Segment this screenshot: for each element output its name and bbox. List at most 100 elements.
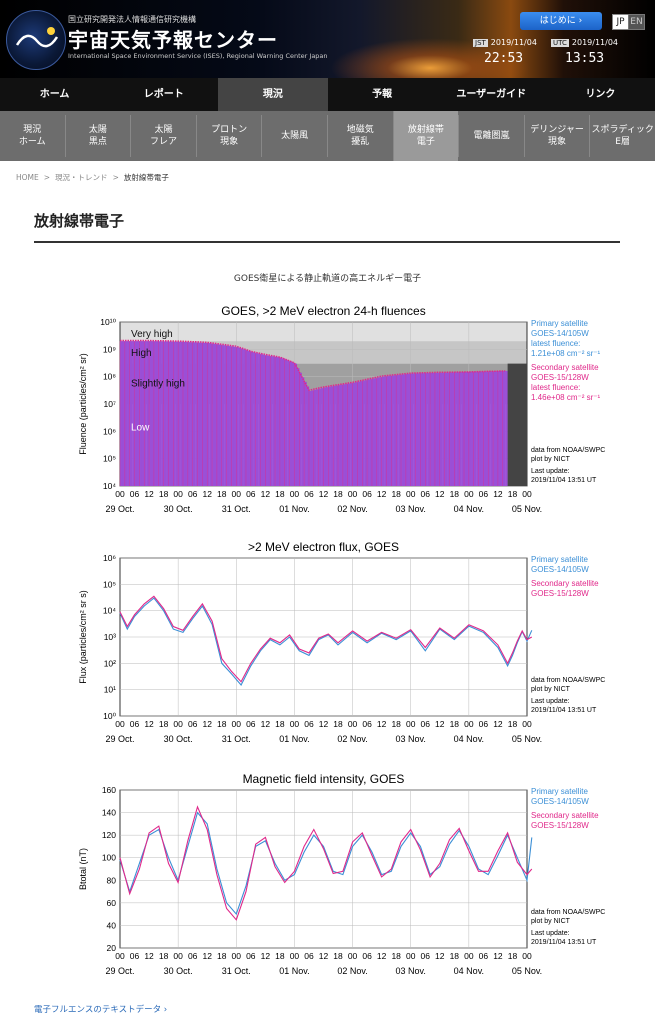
fluence-bar (345, 383, 348, 486)
sub-nav-item[interactable]: 太陽 黒点 (64, 115, 131, 157)
magnetic-field-chart: Magnetic field intensity, GOES 20 40 60 80 10… (78, 772, 605, 976)
x-tick-label: 18 (159, 489, 169, 499)
fluence-bar (294, 363, 298, 486)
fluence-bar (330, 386, 334, 486)
fluence-bar (485, 371, 489, 486)
chart-title: >2 MeV electron flux, GOES (248, 540, 399, 554)
x-tick-label: 18 (450, 951, 460, 961)
fluence-bar (306, 386, 310, 486)
sub-nav-item[interactable]: 放射線帯 電子 (392, 111, 459, 161)
intro-button[interactable]: はじめに › (520, 12, 602, 30)
x-tick-label: 12 (377, 951, 387, 961)
level-label: Low (131, 423, 150, 434)
breadcrumb-current: 放射線帯電子 (123, 173, 169, 182)
fluence-bar (376, 377, 380, 486)
primary-series-line (119, 597, 533, 686)
fluence-bar (262, 354, 266, 486)
logo-wave-icon (15, 27, 59, 48)
fluence-bar (270, 356, 273, 486)
x-tick-label: 18 (508, 489, 518, 499)
x-tick-label: 12 (261, 951, 271, 961)
sub-nav-item[interactable]: 太陽 フレア (130, 115, 196, 157)
site-title[interactable]: 宇宙天気予報センター (68, 28, 278, 52)
x-tick-label: 06 (304, 489, 314, 499)
lang-en-button[interactable]: EN (628, 14, 645, 30)
sub-nav-item[interactable]: プロトン 現象 (195, 115, 262, 157)
x-tick-label: 18 (333, 489, 343, 499)
x-day-label: 03 Nov. (396, 966, 426, 976)
x-tick-label: 00 (115, 489, 125, 499)
fluence-bar (325, 387, 329, 486)
x-tick-label: 12 (144, 489, 154, 499)
fluence-bar (357, 381, 361, 486)
fluence-bar (374, 378, 377, 486)
fluence-bar (275, 356, 278, 486)
x-tick-label: 18 (450, 719, 460, 729)
fluence-bar (132, 341, 135, 486)
fluence-bar (238, 347, 242, 486)
main-nav-item[interactable]: 予報 (372, 89, 393, 100)
fluence-bar (255, 353, 259, 486)
org-name: 国立研究開発法人情報通信研究機構 (68, 15, 196, 24)
sub-nav-item[interactable]: スポラディック E層 (589, 115, 655, 157)
site-header: 国立研究開発法人情報通信研究機構 宇宙天気予報センター Internationa… (0, 0, 655, 78)
x-tick-label: 00 (348, 951, 358, 961)
sunrise-glow (330, 38, 530, 78)
secondary-series-line (119, 805, 533, 921)
x-tick-label: 18 (391, 951, 401, 961)
fluence-bar (202, 342, 205, 486)
y-tick-label: 10¹ (104, 685, 116, 695)
sub-nav-item[interactable]: 地磁気 擾乱 (326, 115, 393, 157)
y-tick-label: 10⁷ (103, 399, 116, 409)
fluence-bar (204, 342, 208, 486)
fluence-bar (352, 382, 356, 486)
title-divider (34, 241, 620, 243)
fluence-bar (318, 388, 322, 486)
flux-chart: >2 MeV electron flux, GOES 10⁰ 10¹ 10² 10³ 10… (78, 540, 605, 744)
x-tick-label: 18 (275, 489, 285, 499)
x-tick-label: 18 (159, 951, 169, 961)
main-nav-item[interactable]: 現況 (218, 78, 328, 111)
sub-nav-item[interactable]: 電離圏嵐 (458, 115, 524, 157)
x-tick-label: 12 (377, 719, 387, 729)
sub-nav-item[interactable]: 現況 ホーム (18, 125, 46, 147)
breadcrumb-status[interactable]: 現況・トレンド (55, 173, 108, 182)
lang-jp-button[interactable]: JP (612, 14, 629, 30)
x-tick-label: 06 (188, 489, 198, 499)
x-tick-label: 00 (464, 719, 474, 729)
fluence-bar (144, 341, 147, 486)
main-nav-item[interactable]: リンク (585, 89, 616, 100)
fluence-bar (151, 341, 155, 486)
fluence-bar (124, 341, 128, 486)
fluence-bar (231, 346, 235, 486)
site-logo[interactable] (6, 10, 66, 70)
x-tick-label: 06 (479, 489, 489, 499)
fluence-bar (311, 390, 315, 486)
y-tick-label: 60 (107, 898, 117, 908)
fluence-text-data-link[interactable]: 電子フルエンスのテキストデータ › (34, 1003, 167, 1015)
x-tick-label: 06 (130, 719, 140, 729)
legend-series-name: Primary satellite (531, 787, 588, 796)
x-tick-label: 00 (232, 719, 242, 729)
sub-nav-item[interactable]: デリンジャー 現象 (523, 115, 590, 157)
x-tick-label: 12 (435, 951, 445, 961)
fluence-bar (434, 372, 438, 486)
fluence-bar (350, 383, 353, 486)
sub-nav-item[interactable]: 太陽風 (261, 115, 327, 157)
primary-series-line (119, 811, 533, 916)
x-tick-label: 00 (115, 719, 125, 729)
x-day-label: 05 Nov. (512, 734, 542, 744)
breadcrumb-home[interactable]: HOME (16, 173, 39, 182)
x-tick-label: 06 (479, 951, 489, 961)
y-tick-label: 10⁶ (103, 426, 116, 436)
fluence-bar (265, 355, 268, 486)
fluence-bar (161, 341, 164, 486)
y-axis-label: Flux (particles/cm² sr s) (78, 590, 88, 684)
x-tick-label: 18 (333, 951, 343, 961)
fluence-bar (214, 344, 218, 486)
main-nav-item[interactable]: ホーム (39, 89, 70, 100)
fluence-bar (405, 374, 409, 486)
main-nav-item[interactable]: ユーザーガイド (456, 89, 527, 100)
x-tick-label: 06 (130, 951, 140, 961)
main-nav-item[interactable]: レポート (143, 89, 184, 100)
